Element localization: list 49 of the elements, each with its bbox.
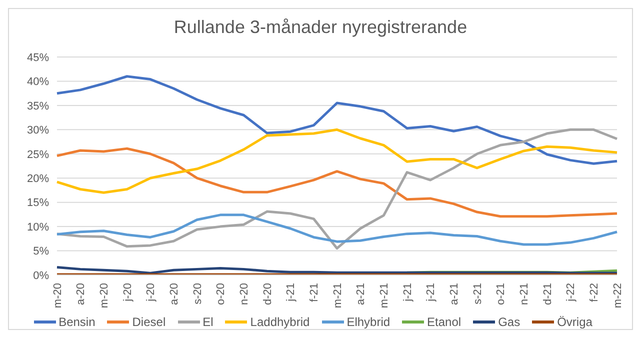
x-tick-label: f-22	[588, 283, 600, 302]
chart-title: Rullande 3-månader nyregistrerande	[172, 16, 468, 39]
x-tick-label: j-21	[402, 283, 414, 302]
line-series	[56, 147, 618, 218]
x-tick-label: m-21	[378, 283, 390, 308]
y-tick-label: 40%	[26, 76, 50, 88]
legend-label: Gas	[498, 315, 520, 329]
x-tick-label: d-21	[542, 283, 554, 306]
line-series	[56, 214, 618, 246]
line-series	[56, 75, 618, 165]
x-tick-label: d-20	[262, 283, 274, 306]
x-tick-label: o-20	[215, 283, 228, 306]
x-tick-label: j-20	[122, 283, 134, 302]
y-tick-label: 15%	[26, 197, 50, 210]
x-tick-label: f-21	[308, 283, 320, 302]
y-tick-label: 25%	[26, 148, 50, 161]
y-tick-label: 30%	[26, 124, 50, 137]
x-tick-label: m-21	[332, 283, 344, 308]
y-tick-label: 0%	[33, 270, 50, 282]
y-tick-label: 10%	[26, 221, 50, 234]
y-tick-label: 35%	[26, 100, 50, 112]
x-tick-label: s-21	[472, 283, 484, 304]
x-tick-label: n-21	[518, 283, 530, 306]
y-tick-label: 5%	[33, 246, 50, 258]
legend-label: Laddhybrid	[250, 315, 310, 329]
y-tick-label: 45%	[26, 52, 50, 64]
x-tick-label: m-20	[52, 283, 64, 308]
x-tick-label: j-21	[285, 283, 298, 302]
x-tick-label: s-20	[192, 283, 204, 304]
line-series	[56, 128, 618, 250]
x-tick-label: j-20	[145, 283, 158, 302]
x-tick-label: a-21	[355, 283, 368, 306]
legend-label: Övriga	[557, 315, 592, 329]
legend-label: Diesel	[132, 315, 166, 329]
x-tick-label: n-20	[238, 283, 250, 306]
legend-label: Bensin	[58, 315, 96, 329]
x-tick-label: j-22	[565, 283, 578, 302]
x-tick-label: j-21	[425, 283, 438, 302]
legend-label: Etanol	[427, 315, 462, 329]
line-series	[56, 128, 618, 194]
x-tick-label: o-21	[495, 283, 508, 306]
x-tick-label: a-20	[168, 283, 180, 306]
y-tick-label: 20%	[26, 173, 50, 186]
x-tick-label: m-20	[98, 283, 110, 308]
legend-label: Elhybrid	[346, 315, 390, 329]
x-tick-label: a-20	[75, 283, 88, 306]
x-tick-label: m-22	[612, 283, 624, 308]
x-tick-label: a-21	[448, 283, 460, 306]
legend-label: El	[202, 315, 214, 329]
